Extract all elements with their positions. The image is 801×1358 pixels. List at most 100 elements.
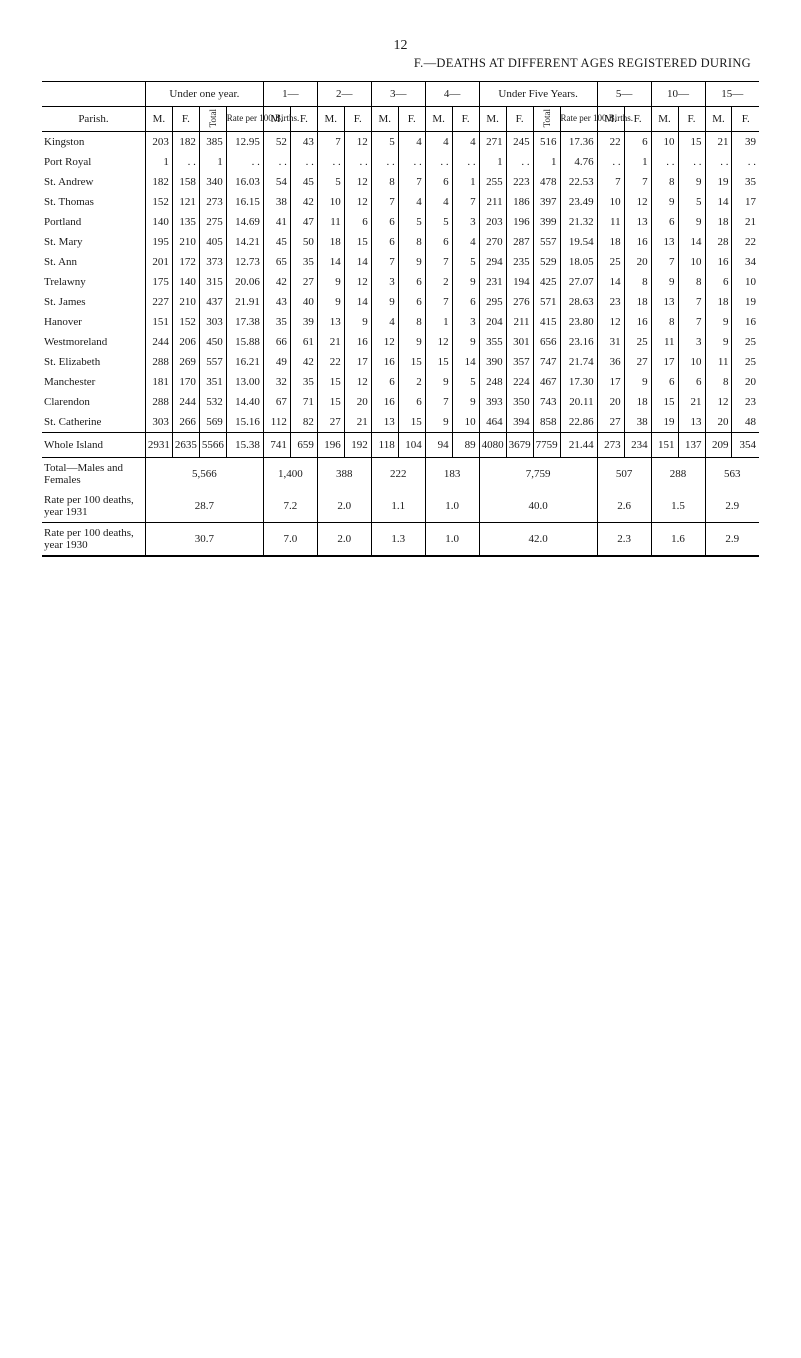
cell: 4 <box>425 192 452 212</box>
cell: 467 <box>533 372 560 392</box>
cell: 7 <box>678 292 705 312</box>
cell: 7 <box>398 172 425 192</box>
cell: 9 <box>452 272 479 292</box>
cell: 6 <box>371 232 398 252</box>
cell: 18 <box>624 392 651 412</box>
cell: 21.44 <box>560 433 597 458</box>
cell: 82 <box>290 412 317 433</box>
cell: 2.9 <box>705 490 759 523</box>
cell: 18 <box>705 212 732 232</box>
cell: 5 <box>371 132 398 153</box>
cell: 22 <box>597 132 624 153</box>
table-row: Manchester18117035113.003235151262952482… <box>42 372 759 392</box>
cell: 271 <box>479 132 506 153</box>
table-row: St. Andrew18215834016.035445512876125522… <box>42 172 759 192</box>
cell: 175 <box>145 272 172 292</box>
cell: 31 <box>597 332 624 352</box>
cell: 275 <box>199 212 226 232</box>
cell: 18 <box>705 292 732 312</box>
cell: 14 <box>344 292 371 312</box>
cell: 17.36 <box>560 132 597 153</box>
cell: 15 <box>398 352 425 372</box>
cell: 16.21 <box>226 352 263 372</box>
cell: 17 <box>344 352 371 372</box>
cell: 25 <box>732 332 759 352</box>
table-row: St. James22721043721.9143409149676295276… <box>42 292 759 312</box>
cell: 211 <box>506 312 533 332</box>
cell: 7 <box>597 172 624 192</box>
table-row: Kingston20318238512.95524371254442712455… <box>42 132 759 153</box>
cell: 206 <box>172 332 199 352</box>
cell: 5 <box>398 212 425 232</box>
cell: 15 <box>651 392 678 412</box>
cell: 137 <box>678 433 705 458</box>
parish-cell: Kingston <box>42 132 145 153</box>
cell: 35 <box>263 312 290 332</box>
cell: 1 <box>624 152 651 172</box>
cell: 15 <box>678 132 705 153</box>
cell: 2 <box>425 272 452 292</box>
parish-cell: Trelawny <box>42 272 145 292</box>
cell: 244 <box>145 332 172 352</box>
summary-row: Rate per 100 deaths, year 193030.77.02.0… <box>42 523 759 556</box>
cell: 478 <box>533 172 560 192</box>
cell: 22.86 <box>560 412 597 433</box>
cell: 7 <box>678 312 705 332</box>
cell: 12 <box>344 192 371 212</box>
header-10: 10— <box>651 82 705 107</box>
cell: 30.7 <box>145 523 263 556</box>
cell: 210 <box>172 232 199 252</box>
cell: 201 <box>145 252 172 272</box>
cell: 373 <box>199 252 226 272</box>
cell: 12 <box>705 392 732 412</box>
cell: 25 <box>597 252 624 272</box>
cell: 4 <box>371 312 398 332</box>
h-f: F. <box>732 107 759 132</box>
cell: 196 <box>506 212 533 232</box>
cell: 529 <box>533 252 560 272</box>
cell: 18 <box>597 232 624 252</box>
cell: 7 <box>371 192 398 212</box>
cell: 8 <box>651 172 678 192</box>
cell: 9 <box>371 292 398 312</box>
cell: 17.38 <box>226 312 263 332</box>
cell: 276 <box>506 292 533 312</box>
cell: . . <box>226 152 263 172</box>
cell: 9 <box>705 312 732 332</box>
cell: 196 <box>317 433 344 458</box>
header-parish: Parish. <box>42 107 145 132</box>
cell: . . <box>172 152 199 172</box>
cell: 195 <box>145 232 172 252</box>
cell: 3 <box>371 272 398 292</box>
cell: 244 <box>172 392 199 412</box>
cell: 397 <box>533 192 560 212</box>
cell: 14 <box>705 192 732 212</box>
h-f: F. <box>344 107 371 132</box>
cell: 557 <box>533 232 560 252</box>
h-f: F. <box>678 107 705 132</box>
cell: 38 <box>263 192 290 212</box>
header-2: 2— <box>317 82 371 107</box>
parish-cell: Portland <box>42 212 145 232</box>
cell: 45 <box>290 172 317 192</box>
summary-label: Rate per 100 deaths, year 1931 <box>42 490 145 523</box>
cell: 194 <box>506 272 533 292</box>
cell: 6 <box>705 272 732 292</box>
cell: 8 <box>398 312 425 332</box>
cell: 54 <box>263 172 290 192</box>
cell: 14 <box>678 232 705 252</box>
table-row: St. Thomas15212127316.153842101274472111… <box>42 192 759 212</box>
cell: 35 <box>290 252 317 272</box>
cell: 9 <box>398 332 425 352</box>
cell: 1.0 <box>425 523 479 556</box>
cell: 315 <box>199 272 226 292</box>
cell: 22.53 <box>560 172 597 192</box>
cell: 8 <box>651 312 678 332</box>
cell: 10 <box>597 192 624 212</box>
table-row: St. Catherine30326656915.161128227211315… <box>42 412 759 433</box>
header-5: 5— <box>597 82 651 107</box>
cell: 35 <box>732 172 759 192</box>
cell: 7 <box>371 252 398 272</box>
cell: 747 <box>533 352 560 372</box>
cell: 17 <box>651 352 678 372</box>
